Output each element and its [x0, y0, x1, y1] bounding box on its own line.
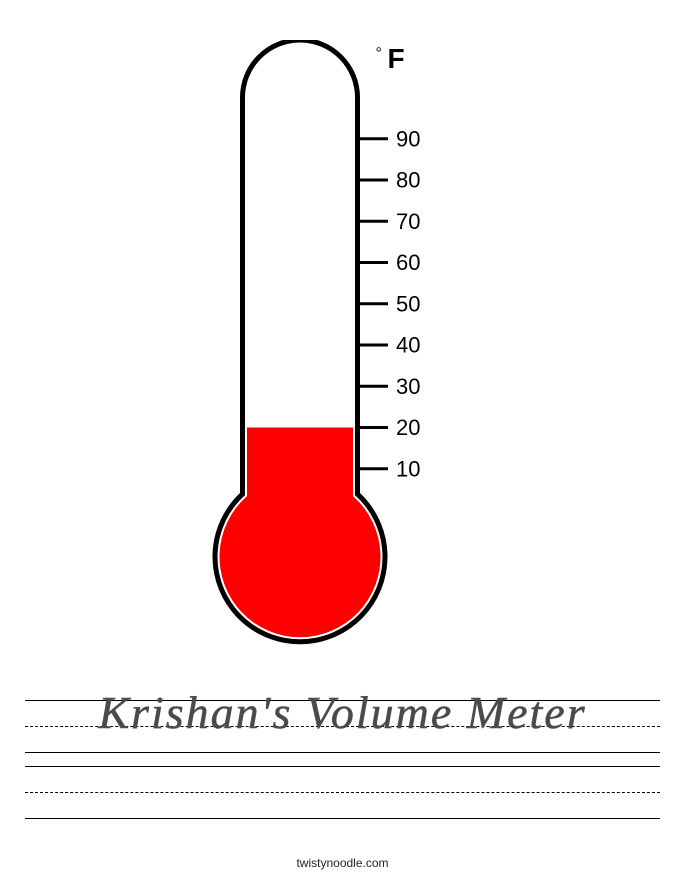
handwriting-row-2	[25, 766, 660, 818]
worksheet-page: 10 20 30 40 50 60 70 80 90 ° F Krishan's Volume Me…	[0, 0, 685, 886]
guide-line	[25, 818, 660, 819]
scale-label: 70	[396, 209, 420, 234]
unit-label: F	[388, 43, 405, 74]
scale-label: 80	[396, 168, 420, 193]
guide-line	[25, 766, 660, 767]
scale-label: 20	[396, 415, 420, 440]
footer-credit: twistynoodle.com	[0, 856, 685, 870]
guide-line	[25, 752, 660, 753]
scale-label: 30	[396, 374, 420, 399]
handwriting-row-1: Krishan's Volume Meter	[25, 700, 660, 752]
scale-label: 90	[396, 126, 420, 151]
handwriting-lines: Krishan's Volume Meter	[25, 700, 660, 832]
thermometer-svg: 10 20 30 40 50 60 70 80 90 ° F	[0, 40, 685, 680]
scale-label: 10	[396, 456, 420, 481]
degree-symbol: °	[376, 45, 382, 62]
guide-midline	[25, 792, 660, 793]
trace-text: Krishan's Volume Meter	[25, 686, 660, 739]
scale-label: 60	[396, 250, 420, 275]
scale-label: 50	[396, 291, 420, 316]
thermometer-figure: 10 20 30 40 50 60 70 80 90 ° F	[0, 40, 685, 680]
scale-label: 40	[396, 333, 420, 358]
